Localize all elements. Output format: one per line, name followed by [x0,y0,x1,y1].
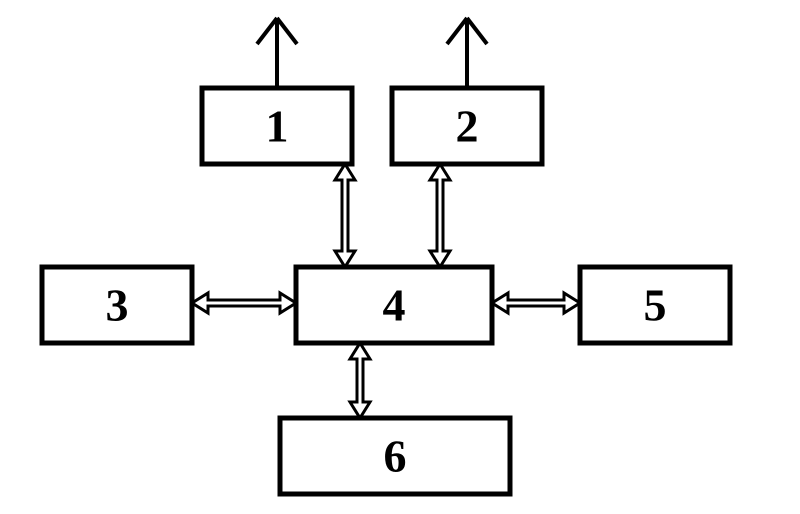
block-node-4: 4 [296,267,492,343]
block-label: 4 [383,280,406,331]
block-label: 5 [644,280,667,331]
block-label: 2 [456,101,479,152]
block-node-5: 5 [580,267,730,343]
block-label: 3 [106,280,129,331]
block-node-6: 6 [280,418,510,494]
block-node-3: 3 [42,267,192,343]
block-label: 1 [266,101,289,152]
block-label: 6 [384,431,407,482]
block-diagram: 1 2 3 4 5 6 [0,0,800,514]
